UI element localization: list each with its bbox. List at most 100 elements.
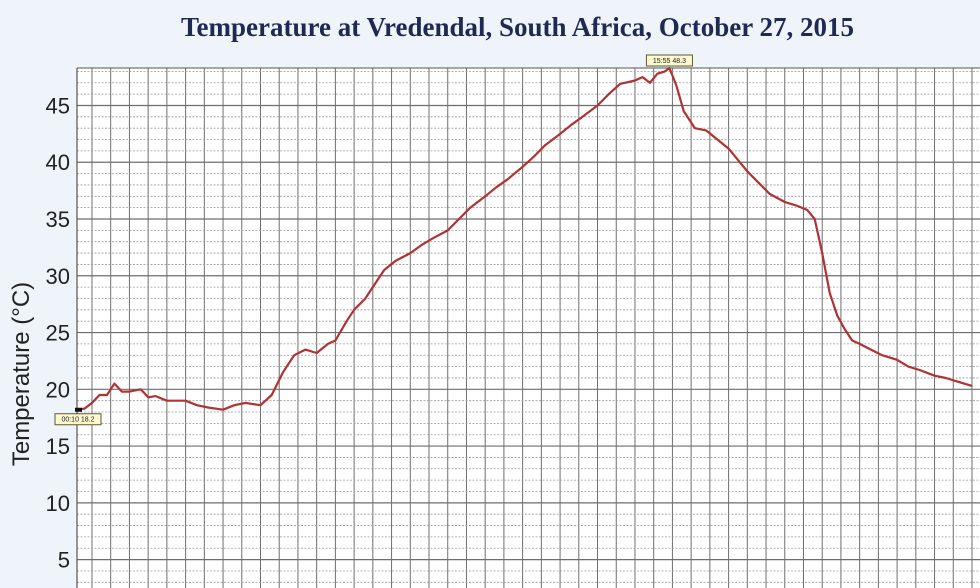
- data-point: [364, 297, 366, 299]
- data-point: [304, 349, 306, 351]
- data-point: [664, 70, 666, 72]
- data-point: [668, 67, 670, 69]
- annotation-label: 00:10 18.2: [61, 417, 94, 424]
- y-tick-label: 20: [46, 377, 70, 402]
- data-point: [155, 395, 157, 397]
- data-point: [829, 292, 831, 294]
- data-point: [641, 76, 643, 78]
- data-point: [245, 402, 247, 404]
- data-point: [559, 133, 561, 135]
- data-point: [795, 204, 797, 206]
- data-point: [597, 104, 599, 106]
- data-point: [656, 73, 658, 75]
- data-point: [293, 354, 295, 356]
- data-point: [83, 408, 85, 410]
- data-point: [619, 83, 621, 85]
- y-tick-label: 35: [46, 207, 70, 232]
- y-tick-label: 10: [46, 491, 70, 516]
- data-point: [106, 394, 108, 396]
- data-point: [353, 309, 355, 311]
- data-point: [769, 193, 771, 195]
- data-point: [469, 207, 471, 209]
- data-point: [881, 354, 883, 356]
- data-point: [222, 409, 224, 411]
- y-tick-label: 40: [46, 150, 70, 175]
- chart-title: Temperature at Vredendal, South Africa, …: [181, 12, 854, 42]
- data-point: [432, 237, 434, 239]
- data-point: [110, 388, 112, 390]
- data-point: [282, 371, 284, 373]
- data-point: [383, 269, 385, 271]
- data-point: [259, 404, 261, 406]
- y-tick-label: 25: [46, 321, 70, 346]
- grid: [77, 68, 980, 588]
- data-point: [758, 182, 760, 184]
- data-point: [859, 343, 861, 345]
- data-point: [739, 161, 741, 163]
- y-tick-labels: 5 10 15 20 25 30 35 40 45: [46, 93, 70, 572]
- data-point: [870, 349, 872, 351]
- data-point: [113, 383, 115, 385]
- y-tick-label: 15: [46, 434, 70, 459]
- data-point: [409, 252, 411, 254]
- data-point: [334, 339, 336, 341]
- data-point: [495, 186, 497, 188]
- data-point: [91, 402, 93, 404]
- data-point: [705, 129, 707, 131]
- data-point: [98, 394, 100, 396]
- data-point: [836, 315, 838, 317]
- data-point: [233, 404, 235, 406]
- y-tick-label: 30: [46, 264, 70, 289]
- y-tick-label: 45: [46, 93, 70, 118]
- data-point: [649, 82, 651, 84]
- data-point: [608, 93, 610, 95]
- annotations: 00:10 18.2 15:55 48.3: [54, 54, 693, 426]
- plot-area: [77, 68, 980, 588]
- annotation-1: 15:55 48.3: [645, 54, 693, 67]
- data-point: [327, 343, 329, 345]
- data-point: [814, 218, 816, 220]
- data-point: [140, 388, 142, 390]
- data-point: [896, 359, 898, 361]
- data-point: [570, 124, 572, 126]
- annotation-box: [645, 54, 693, 67]
- data-point: [945, 377, 947, 379]
- data-point: [484, 195, 486, 197]
- data-point: [716, 139, 718, 141]
- data-point: [147, 396, 149, 398]
- series-line-temperature: [76, 66, 973, 411]
- data-point: [271, 394, 273, 396]
- data-point: [346, 320, 348, 322]
- data-point: [177, 400, 179, 402]
- data-point: [582, 116, 584, 118]
- data-point: [196, 404, 198, 406]
- y-tick-label: 5: [58, 548, 70, 573]
- data-point: [394, 260, 396, 262]
- data-point: [121, 391, 123, 393]
- data-point: [784, 201, 786, 203]
- data-point: [421, 244, 423, 246]
- data-point: [447, 229, 449, 231]
- data-point: [844, 328, 846, 330]
- data-point: [372, 286, 374, 288]
- data-point: [634, 79, 636, 81]
- data-point: [806, 209, 808, 211]
- annotation-marker: [75, 407, 82, 412]
- data-point: [821, 252, 823, 254]
- data-point: [128, 391, 130, 393]
- data-point: [675, 84, 677, 86]
- data-point: [919, 369, 921, 371]
- data-point: [934, 375, 936, 377]
- data-point: [185, 400, 187, 402]
- data-point: [316, 352, 318, 354]
- data-point: [694, 127, 696, 129]
- data-point: [544, 144, 546, 146]
- data-point: [851, 339, 853, 341]
- annotation-0: 00:10 18.2: [54, 407, 102, 426]
- data-point: [971, 385, 973, 387]
- data-point: [683, 110, 685, 112]
- data-point: [728, 148, 730, 150]
- annotation-box: [54, 413, 102, 426]
- data-point: [166, 400, 168, 402]
- data-point: [907, 366, 909, 368]
